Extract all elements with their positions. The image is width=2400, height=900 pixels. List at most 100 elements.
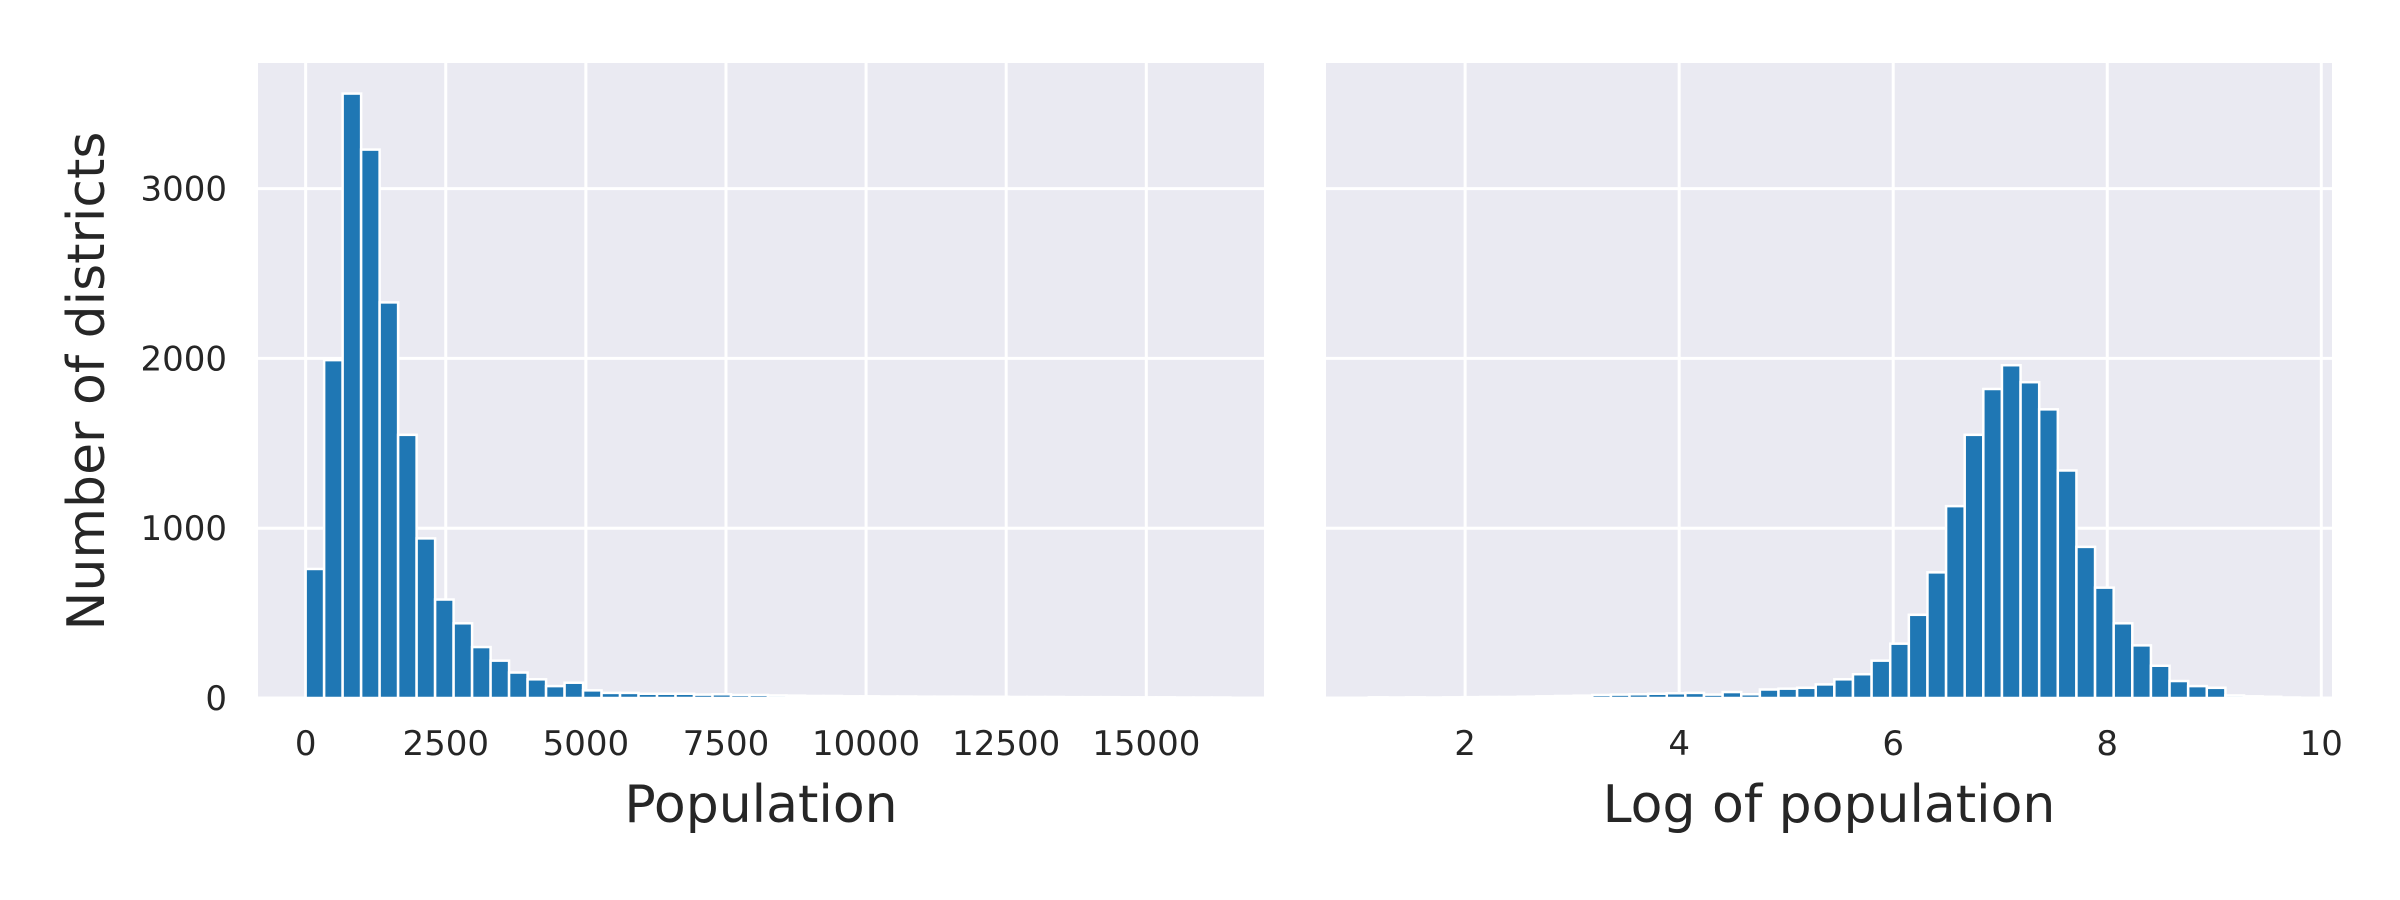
right-x-tick-label: 8: [2096, 724, 2118, 764]
right-histogram-bar: [2205, 686, 2227, 700]
left-histogram-bar: [304, 567, 326, 700]
right-histogram-bar: [1460, 695, 1482, 700]
left-histogram-bar: [1136, 696, 1158, 700]
right-plot-area: [1326, 63, 2332, 698]
left-histogram-bar: [470, 645, 492, 700]
right-histogram-bar: [1423, 696, 1445, 700]
left-histogram-bar: [581, 689, 603, 700]
right-histogram-bar: [1907, 613, 1929, 700]
left-histogram-bar: [359, 148, 381, 700]
left-x-axis-label: Population: [624, 775, 897, 835]
left-histogram-bar: [896, 695, 918, 700]
left-histogram-bar: [951, 695, 973, 700]
left-histogram-bar: [692, 693, 714, 700]
right-histogram-bar: [2019, 380, 2041, 700]
right-histogram-bar: [2131, 644, 2153, 700]
right-x-tick-label: 2: [1454, 724, 1476, 764]
left-histogram-bar: [526, 678, 548, 700]
left-histogram-bar: [859, 695, 881, 700]
left-histogram-bar: [1025, 695, 1047, 700]
right-histogram-bar: [2000, 363, 2022, 700]
left-y-tick-label: 3000: [140, 170, 227, 210]
right-histogram-bar: [2261, 695, 2283, 700]
left-histogram-bar: [1118, 696, 1140, 700]
left-histogram-bar: [766, 694, 788, 700]
left-histogram-bar: [933, 695, 955, 700]
right-histogram-bar: [2112, 622, 2134, 700]
right-histogram-bar: [1479, 695, 1501, 700]
left-x-tick-label: 2500: [402, 724, 489, 764]
right-histogram-bar: [1386, 696, 1408, 700]
right-x-tick-labels: 2 4 6 8 10: [1454, 724, 2343, 764]
left-histogram-bar: [822, 694, 844, 700]
left-histogram-bar: [396, 433, 418, 700]
left-histogram-bar: [711, 693, 733, 700]
right-histogram-bar: [1609, 693, 1631, 700]
left-y-tick-labels: 0 1000 2000 3000: [140, 170, 227, 719]
left-histogram-bar: [341, 92, 363, 700]
left-histogram-bar: [1081, 695, 1103, 700]
right-histogram-bar: [2168, 679, 2190, 700]
left-y-tick-label: 1000: [140, 509, 227, 549]
left-histogram-bar: [1173, 696, 1195, 700]
left-panel: 0 2500 5000 7500 10000 12500 15000 0 1000 2000 30…: [57, 63, 1264, 835]
right-histogram-bar: [2093, 586, 2115, 700]
right-histogram-bar: [1982, 387, 2004, 700]
right-histogram-bar: [2075, 545, 2097, 700]
right-histogram-bar: [1758, 688, 1780, 700]
right-histogram-bar: [1535, 695, 1557, 700]
right-histogram-bar: [2056, 469, 2078, 700]
right-histogram-bar: [1367, 696, 1389, 700]
right-histogram-bar: [1404, 696, 1426, 700]
left-x-tick-label: 5000: [543, 724, 630, 764]
left-histogram-bar: [674, 692, 696, 700]
left-histogram-bar: [618, 691, 640, 700]
left-histogram-bar: [803, 694, 825, 700]
left-histogram-bar: [970, 695, 992, 700]
left-histogram-bar: [840, 695, 862, 700]
right-histogram-bar: [1888, 642, 1911, 700]
left-histogram-bar: [1192, 696, 1214, 700]
left-histogram-bar: [415, 537, 437, 700]
right-histogram-bar: [1591, 693, 1613, 700]
right-histogram-bar: [1702, 693, 1724, 700]
left-histogram-bar: [544, 684, 566, 700]
left-histogram-bar: [988, 695, 1010, 700]
left-histogram-bar: [748, 693, 770, 700]
right-histogram-bar: [1795, 686, 1817, 700]
left-histogram-bar: [729, 693, 751, 700]
right-x-tick-label: 10: [2300, 724, 2343, 764]
left-histogram-bar: [1044, 695, 1066, 700]
right-histogram-bar: [1665, 691, 1687, 700]
right-histogram-bar: [1497, 695, 1520, 700]
left-histogram-bar: [655, 692, 677, 700]
right-x-axis-label: Log of population: [1603, 775, 2056, 835]
left-histogram-bar: [1099, 695, 1121, 700]
right-histogram-bar: [2280, 696, 2302, 700]
right-histogram-bar: [1944, 504, 1966, 700]
left-x-tick-label: 15000: [1092, 724, 1200, 764]
left-histogram-bar: [378, 301, 400, 700]
left-histogram-bar: [1155, 696, 1177, 700]
left-histogram-bar: [433, 598, 455, 700]
y-axis-label: Number of districts: [57, 132, 117, 631]
right-x-tick-label: 4: [1668, 724, 1690, 764]
right-histogram-bar: [2149, 664, 2171, 700]
left-histogram-bar: [877, 695, 899, 700]
right-bars: [1367, 363, 2302, 700]
right-histogram-bar: [1777, 687, 1799, 700]
left-histogram-bar: [1210, 696, 1232, 700]
left-histogram-bar: [452, 622, 474, 700]
right-histogram-bar: [1870, 659, 1892, 700]
left-histogram-bar: [489, 659, 511, 700]
right-histogram-bar: [1516, 695, 1538, 700]
right-histogram-bar: [2186, 684, 2209, 700]
left-x-tick-label: 10000: [812, 724, 920, 764]
left-x-tick-label: 0: [295, 724, 317, 764]
right-histogram-bar: [2037, 408, 2060, 700]
left-y-tick-label: 2000: [140, 339, 227, 379]
right-histogram-bar: [2242, 695, 2264, 700]
left-x-tick-label: 12500: [952, 724, 1060, 764]
left-x-tick-label: 7500: [683, 724, 770, 764]
